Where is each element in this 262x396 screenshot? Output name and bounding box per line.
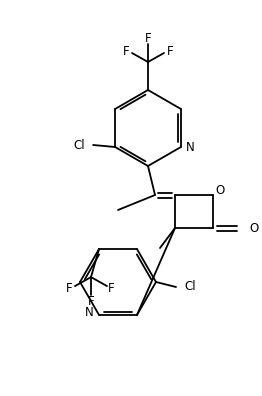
Text: Cl: Cl	[73, 139, 85, 152]
Text: F: F	[108, 282, 114, 295]
Text: F: F	[145, 32, 151, 44]
Text: N: N	[186, 141, 195, 154]
Text: F: F	[88, 295, 94, 308]
Text: O: O	[215, 183, 225, 196]
Text: O: O	[249, 221, 258, 234]
Text: Cl: Cl	[184, 280, 196, 293]
Text: F: F	[123, 44, 129, 57]
Text: F: F	[66, 282, 72, 295]
Text: F: F	[167, 44, 173, 57]
Text: N: N	[85, 307, 94, 320]
